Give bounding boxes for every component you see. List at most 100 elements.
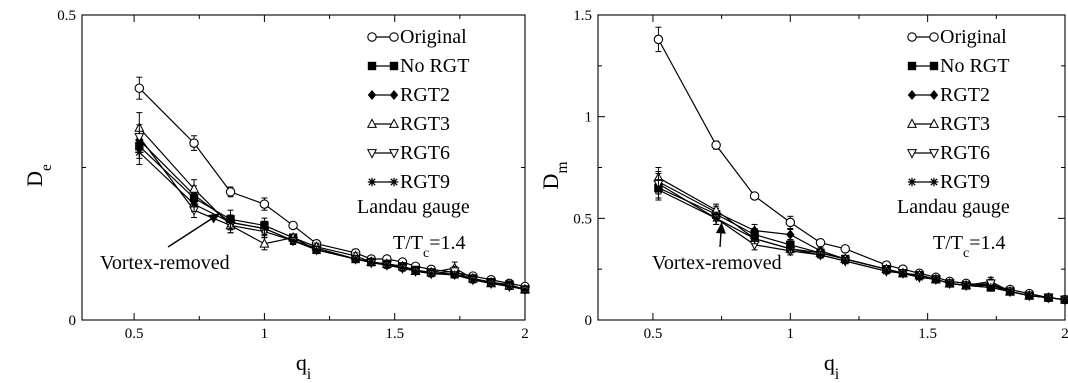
annotation-vortex-removed: Vortex-removed (652, 252, 782, 274)
data-point (486, 279, 496, 288)
legend-entry: RGT6 (366, 142, 450, 164)
data-point (468, 275, 478, 284)
legend-marker (929, 89, 939, 101)
data-point (931, 275, 941, 284)
y-tick-label: 0.5 (573, 211, 592, 227)
data-point (189, 183, 200, 193)
x-tick-label: 1 (261, 326, 269, 342)
legend-marker (388, 118, 400, 128)
data-point (840, 244, 850, 254)
legend-marker (388, 149, 400, 159)
y-axis-label: Dm (538, 162, 571, 190)
y-axis-label: De (22, 164, 55, 187)
data-point (505, 282, 514, 291)
legend-entry: RGT3 (366, 113, 450, 135)
arrow-head-icon (715, 222, 726, 234)
x-axis-label: qi (824, 350, 839, 383)
data-point (750, 234, 759, 243)
legend-label: No RGT (400, 55, 469, 77)
data-point (815, 237, 826, 248)
data-point (785, 217, 796, 228)
legend-marker (389, 177, 399, 187)
legend-marker (907, 89, 917, 101)
data-point (351, 254, 360, 264)
data-point (961, 281, 971, 290)
data-point (711, 214, 721, 223)
data-point (225, 187, 236, 197)
data-point (288, 236, 298, 245)
annotation-vortex-removed: Vortex-removed (100, 252, 230, 274)
legend-label: RGT2 (940, 84, 990, 106)
left-chart-panel: 0.5 1 1.5 2 0 0.5 qi De Original No RGT RGT2 RGT3 RG… (22, 8, 531, 383)
legend-marker (389, 89, 399, 101)
data-point (654, 185, 663, 195)
data-point (898, 269, 908, 278)
data-point (189, 138, 199, 148)
x-tick-label: 1 (787, 326, 795, 342)
legend-label: RGT3 (400, 113, 450, 135)
x-tick-label: 0.5 (644, 326, 663, 342)
legend-marker (929, 61, 939, 71)
data-point (711, 140, 721, 150)
legend-marker (366, 149, 378, 159)
legend-label: RGT3 (940, 113, 990, 135)
legend-label: RGT9 (400, 171, 450, 193)
y-tick-label: 1 (585, 110, 593, 126)
data-point (450, 270, 459, 280)
data-point (749, 191, 760, 201)
data-point (398, 263, 407, 272)
legend-marker (907, 61, 917, 71)
legend-label: RGT9 (940, 171, 990, 193)
arrow-head-icon (208, 213, 221, 224)
data-point (382, 260, 392, 270)
data-point (945, 279, 954, 288)
legend-marker (906, 149, 918, 159)
series-rgt9 (654, 179, 1068, 304)
legend-entry: Original (907, 26, 1007, 48)
legend-marker (928, 118, 940, 128)
legend-entry: RGT9 (367, 171, 450, 193)
data-point (135, 148, 144, 157)
legend-marker (928, 149, 940, 159)
legend-entry: RGT9 (907, 171, 990, 193)
data-point (882, 267, 891, 276)
legend-label: RGT6 (940, 142, 990, 164)
legend-marker (367, 177, 377, 187)
legend-marker (366, 118, 378, 128)
legend-label: Original (400, 26, 467, 48)
annotation-gauge: Landau gauge (357, 196, 470, 218)
data-point (520, 285, 530, 294)
legend-marker (367, 32, 377, 42)
legend-marker (389, 61, 399, 71)
y-tick-label: 0 (585, 313, 593, 329)
data-point (986, 283, 996, 292)
legend-entry: RGT2 (367, 84, 450, 106)
data-point (260, 224, 269, 233)
legend-entry: Original (367, 26, 467, 48)
legend-marker (907, 32, 917, 42)
data-point (786, 229, 795, 240)
x-tick-label: 2 (521, 326, 529, 342)
legend-marker (929, 32, 939, 42)
data-point (189, 199, 199, 209)
data-point (1005, 287, 1015, 296)
x-axis-label: qi (296, 350, 311, 383)
data-point (1025, 291, 1034, 300)
legend-marker (907, 177, 917, 187)
data-point (653, 34, 664, 45)
data-point (259, 199, 270, 209)
annotation-temperature: T/Tc=1.4 (393, 232, 466, 261)
x-tick-label: 0.5 (125, 326, 144, 342)
legend-marker (367, 89, 377, 101)
y-tick-label: 1.5 (573, 8, 592, 24)
data-point (312, 245, 321, 255)
data-point (134, 83, 145, 93)
series-rgt9 (135, 139, 530, 294)
annotation-temperature: T/Tc=1.4 (933, 232, 1006, 261)
legend-entry: No RGT (907, 55, 1009, 77)
series-rgt6 (653, 173, 1068, 306)
legend-entry: RGT3 (906, 113, 990, 135)
legend-entry: RGT2 (907, 84, 990, 106)
legend-entry: RGT6 (906, 142, 990, 164)
right-chart-panel: 0.5 1 1.5 2 0 0.5 1 1.5 qi Dm Original No RGT RGT2 RG… (538, 8, 1068, 383)
